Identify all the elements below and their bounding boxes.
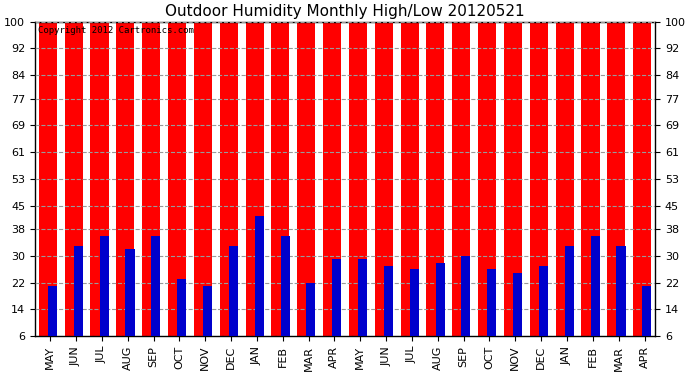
Bar <box>229 246 238 336</box>
Bar <box>99 236 108 336</box>
Bar <box>323 2 341 336</box>
Bar <box>582 2 600 336</box>
Bar <box>271 18 289 336</box>
Bar <box>168 2 186 336</box>
Title: Outdoor Humidity Monthly High/Low 20120521: Outdoor Humidity Monthly High/Low 201205… <box>165 4 525 19</box>
Bar <box>194 2 212 336</box>
Bar <box>642 286 651 336</box>
Bar <box>513 273 522 336</box>
Bar <box>349 2 367 336</box>
Bar <box>504 2 522 336</box>
Bar <box>435 262 444 336</box>
Bar <box>126 249 135 336</box>
Bar <box>401 2 419 336</box>
Bar <box>410 269 419 336</box>
Bar <box>591 236 600 336</box>
Bar <box>219 12 238 336</box>
Bar <box>616 246 626 336</box>
Bar <box>203 286 212 336</box>
Bar <box>39 2 57 336</box>
Bar <box>607 2 625 336</box>
Bar <box>358 259 367 336</box>
Bar <box>565 246 574 336</box>
Bar <box>539 266 548 336</box>
Bar <box>151 236 160 336</box>
Bar <box>633 2 651 336</box>
Bar <box>74 246 83 336</box>
Bar <box>65 2 83 336</box>
Bar <box>487 269 496 336</box>
Bar <box>177 279 186 336</box>
Bar <box>281 236 290 336</box>
Bar <box>332 259 342 336</box>
Bar <box>478 2 496 336</box>
Bar <box>297 2 315 336</box>
Bar <box>117 2 135 336</box>
Bar <box>90 2 108 336</box>
Bar <box>306 283 315 336</box>
Bar <box>375 2 393 336</box>
Bar <box>462 256 471 336</box>
Bar <box>384 266 393 336</box>
Bar <box>426 2 444 336</box>
Bar <box>48 286 57 336</box>
Bar <box>555 2 573 336</box>
Bar <box>246 18 264 336</box>
Text: Copyright 2012 Cartronics.com: Copyright 2012 Cartronics.com <box>38 27 194 36</box>
Bar <box>142 2 160 336</box>
Bar <box>452 2 471 336</box>
Bar <box>255 216 264 336</box>
Bar <box>530 2 548 336</box>
